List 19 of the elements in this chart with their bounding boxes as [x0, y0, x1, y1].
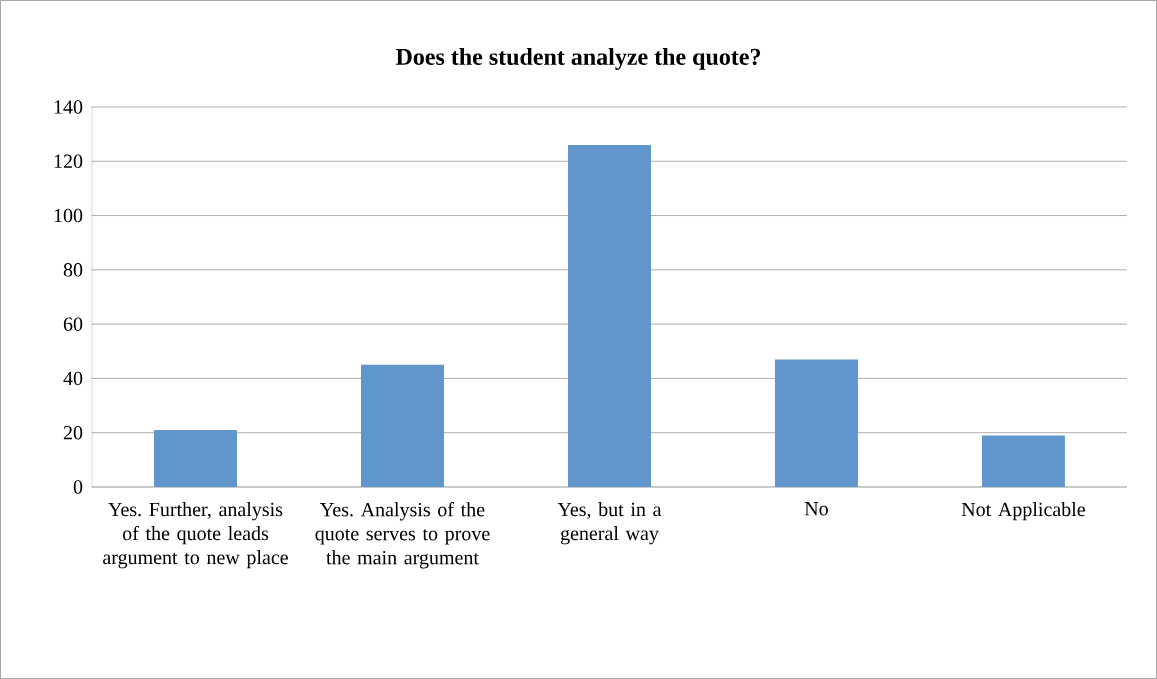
x-tick-label: Yes, but in a general way	[557, 502, 662, 545]
y-tick-label: 20	[63, 425, 83, 440]
bar	[154, 429, 237, 487]
y-tick-label: 100	[54, 208, 83, 223]
y-tick-label: 80	[63, 263, 83, 277]
x-tick-label: No	[804, 502, 828, 516]
chart-title: Does the student analyze the quote?	[395, 48, 761, 70]
y-tick-label: 40	[63, 371, 83, 386]
x-tick-label: Yes. Further, analysis of the quote leads argument to new place	[103, 502, 288, 569]
y-tick-label: 60	[63, 317, 83, 331]
bar	[567, 144, 651, 487]
y-tick-label: 0	[73, 480, 83, 494]
y-tick-label: 120	[54, 154, 83, 169]
x-tick-label: Not Applicable	[961, 502, 1085, 521]
bar	[774, 359, 858, 487]
bar	[981, 435, 1065, 487]
x-tick-label: Yes. Analysis of the quote serves to prove the main argument	[315, 502, 490, 569]
bar	[360, 364, 444, 487]
y-tick-label: 140	[54, 100, 83, 114]
